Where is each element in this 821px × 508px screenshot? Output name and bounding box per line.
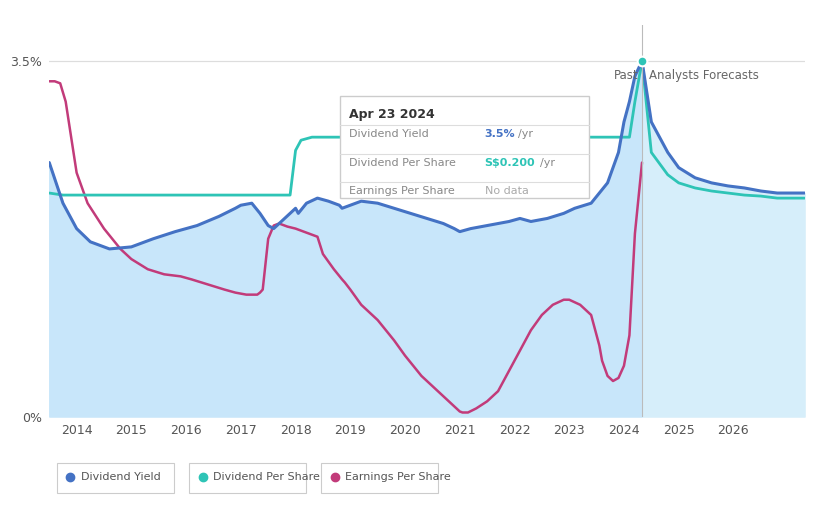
Text: Dividend Yield: Dividend Yield xyxy=(349,129,429,139)
Text: /yr: /yr xyxy=(539,157,555,168)
FancyBboxPatch shape xyxy=(340,96,589,198)
Text: Apr 23 2024: Apr 23 2024 xyxy=(349,108,435,120)
Text: 3.5%: 3.5% xyxy=(484,129,516,139)
FancyBboxPatch shape xyxy=(189,463,306,493)
Text: No data: No data xyxy=(484,186,529,196)
FancyBboxPatch shape xyxy=(57,463,174,493)
FancyBboxPatch shape xyxy=(321,463,438,493)
Text: Analysts Forecasts: Analysts Forecasts xyxy=(649,69,759,82)
Text: Past: Past xyxy=(613,69,638,82)
Text: Dividend Yield: Dividend Yield xyxy=(81,472,161,482)
Text: Dividend Per Share: Dividend Per Share xyxy=(213,472,320,482)
Text: S$0.200: S$0.200 xyxy=(484,157,535,168)
Text: Earnings Per Share: Earnings Per Share xyxy=(349,186,455,196)
Text: Dividend Per Share: Dividend Per Share xyxy=(349,157,456,168)
Text: /yr: /yr xyxy=(518,129,533,139)
Text: Earnings Per Share: Earnings Per Share xyxy=(346,472,451,482)
